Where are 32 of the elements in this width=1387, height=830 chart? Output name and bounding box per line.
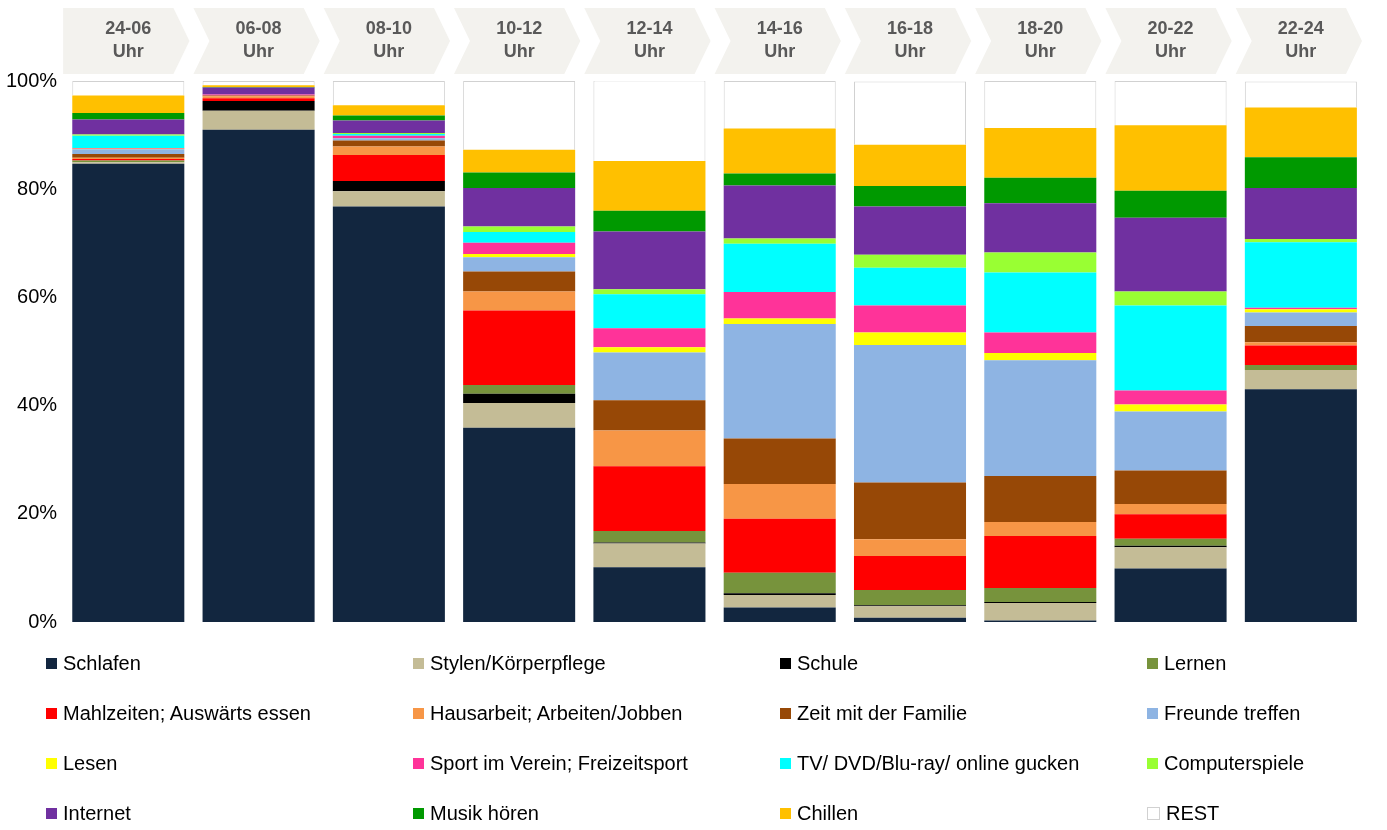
legend-label: Chillen <box>797 801 859 825</box>
legend-label: TV/ DVD/Blu-ray/ online gucken <box>797 751 1080 775</box>
y-tick-label: 100% <box>6 68 58 91</box>
x-tick-label: 22-24 Uhr <box>1277 18 1324 61</box>
x-tick-label: 12-14 Uhr <box>626 18 673 61</box>
legend-label: REST <box>1166 801 1220 825</box>
y-tick-label: 60% <box>17 284 58 307</box>
x-tick-label: 06-08 Uhr <box>235 18 282 61</box>
x-tick-label: 24-06 Uhr <box>105 18 152 61</box>
y-tick-label: 0% <box>28 609 58 632</box>
legend-label: Lesen <box>63 751 118 775</box>
legend-label: Mahlzeiten; Auswärts essen <box>63 701 311 725</box>
legend-label: Lernen <box>1164 651 1227 675</box>
x-tick-label: 10-12 Uhr <box>496 18 543 61</box>
legend-label: Schlafen <box>63 651 141 675</box>
legend-label: Stylen/Körperpflege <box>430 651 606 675</box>
x-tick-label: 20-22 Uhr <box>1147 18 1194 61</box>
x-tick-label: 18-20 Uhr <box>1017 18 1064 61</box>
x-tick-label: 08-10 Uhr <box>365 18 412 61</box>
legend-label: Zeit mit der Familie <box>797 701 968 725</box>
legend-label: Musik hören <box>430 801 539 825</box>
x-tick-label: 16-18 Uhr <box>886 18 934 61</box>
legend-label: Schule <box>797 651 859 675</box>
legend-label: Internet <box>63 801 131 825</box>
y-tick-label: 80% <box>17 176 58 199</box>
legend-label: Computerspiele <box>1164 751 1305 775</box>
legend-label: Freunde treffen <box>1164 701 1301 725</box>
x-tick-label: 14-16 Uhr <box>756 18 803 61</box>
legend-label: Hausarbeit; Arbeiten/Jobben <box>430 701 683 725</box>
legend-label: Sport im Verein; Freizeitsport <box>430 751 688 775</box>
y-tick-label: 40% <box>17 393 58 416</box>
y-tick-label: 20% <box>17 501 58 524</box>
